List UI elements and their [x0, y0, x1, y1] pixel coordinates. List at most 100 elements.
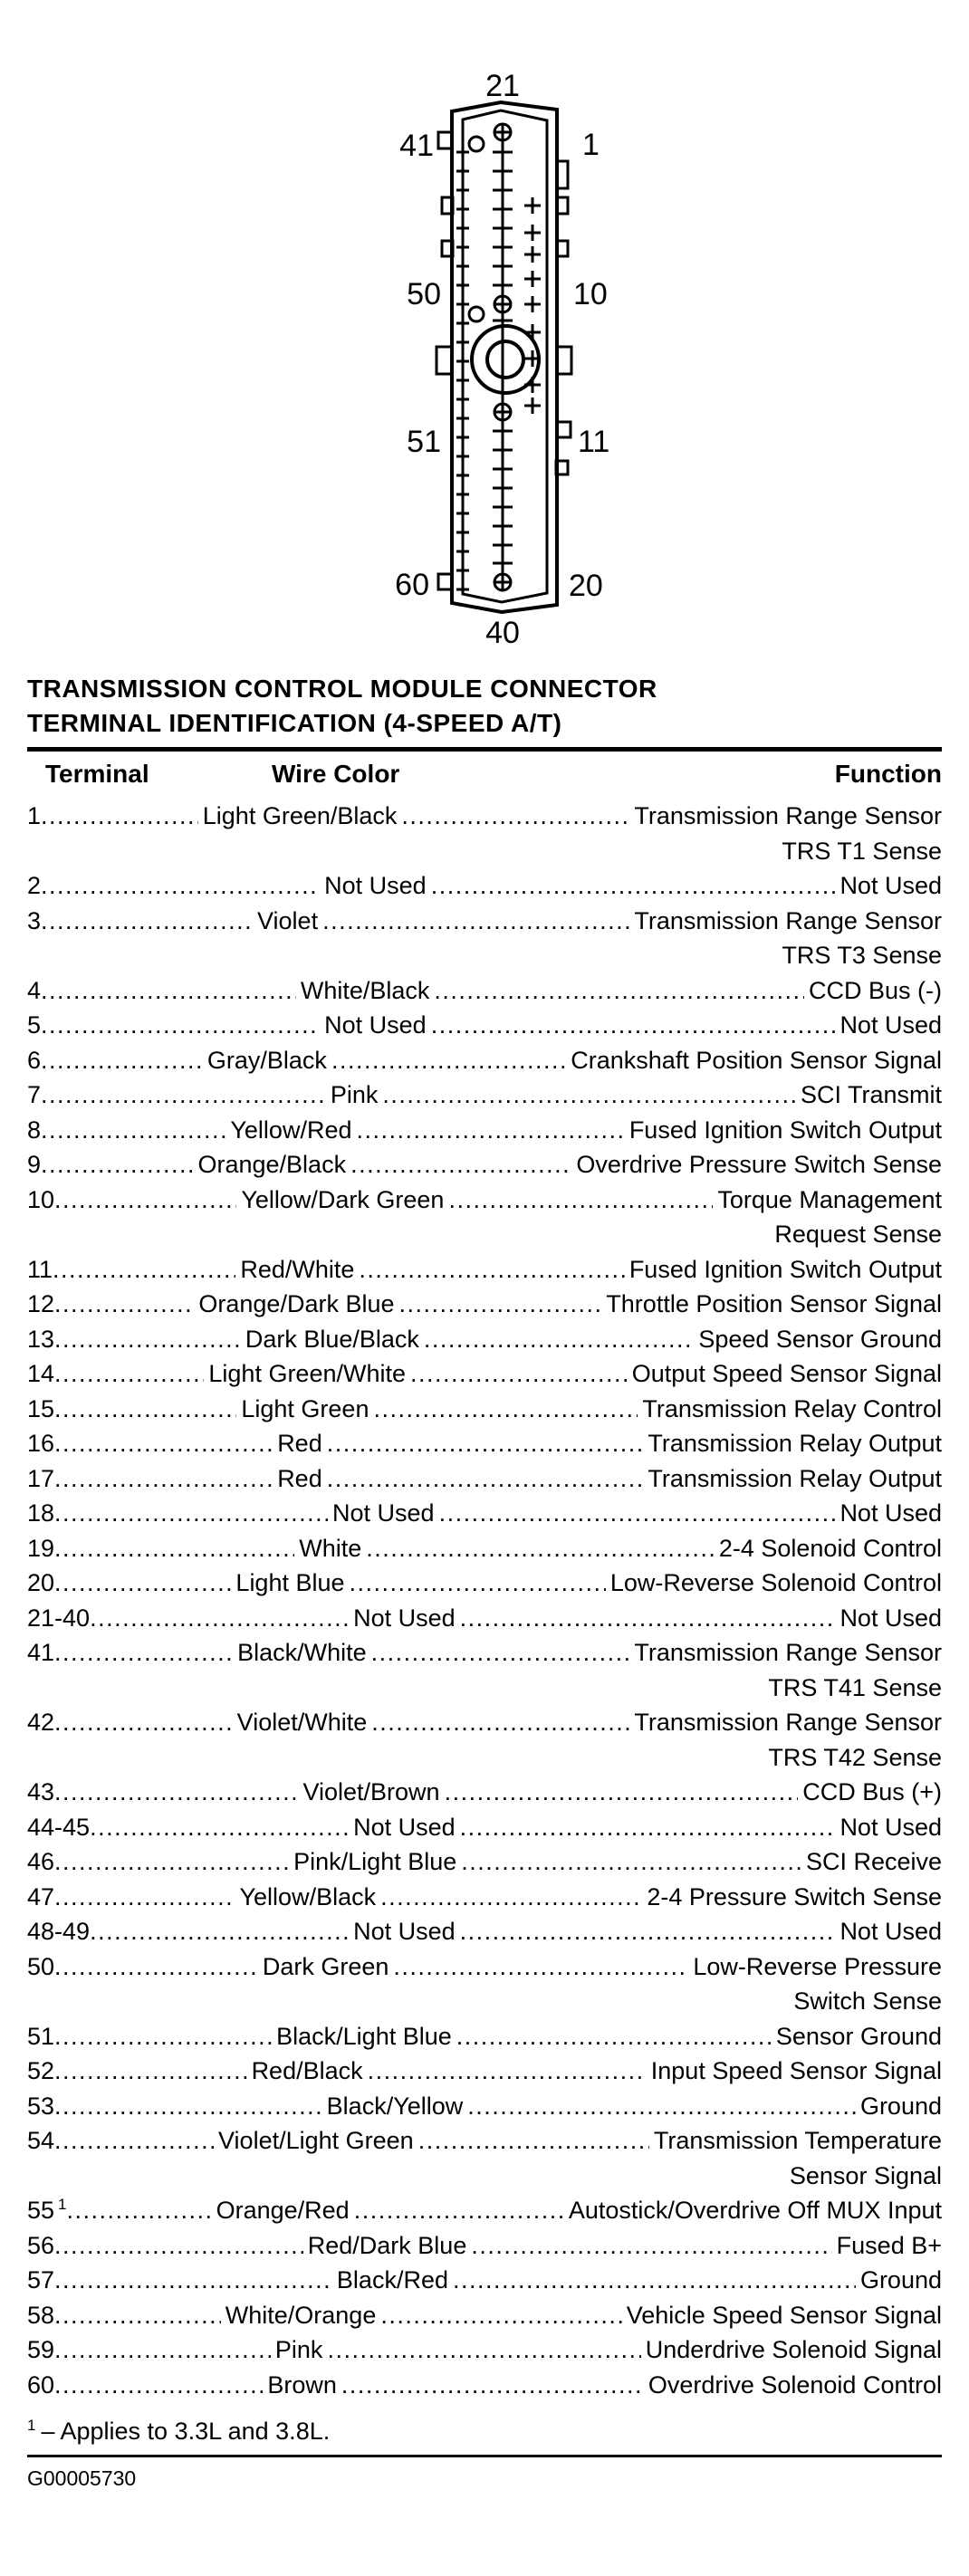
dot-leader: [434, 973, 804, 1009]
terminal-cell: 17: [27, 1464, 55, 1492]
wire-color-cell: Black/White: [237, 1639, 367, 1666]
pin-label-11: 11: [578, 425, 609, 459]
connector-diagram: 21 41 1 50 10 51 11 60 20 40: [392, 33, 619, 657]
table-row: 2 Not Used Not Used: [27, 868, 942, 904]
table-row: 46 Pink/Light Blue SCI Receive: [27, 1844, 942, 1880]
dot-leader: [41, 973, 296, 1009]
table-row: 7 Pink SCI Transmit: [27, 1077, 942, 1113]
wire-color-cell: Red: [277, 1464, 322, 1492]
terminal-cell: 51: [27, 2022, 55, 2050]
wire-color-cell: Dark Blue/Black: [245, 1325, 419, 1353]
terminal-cell: 20: [27, 1569, 55, 1596]
dot-leader: [54, 2298, 221, 2333]
terminal-cell: 50: [27, 1952, 55, 1980]
terminal-cell: 16: [27, 1430, 55, 1457]
function-cell: Input Speed Sensor Signal: [650, 2057, 942, 2084]
terminal-cell: 48-49: [27, 1918, 91, 1945]
table-row: 12 Orange/Dark Blue Throttle Position Sens…: [27, 1287, 942, 1322]
terminal-table: 1 Light Green/Black Transmission Range Sen…: [27, 799, 942, 2402]
function-cell: SCI Receive: [805, 1848, 942, 1875]
dot-leader: [53, 1252, 235, 1288]
dot-leader: [54, 2054, 247, 2089]
wire-color-cell: Violet/Brown: [302, 1778, 440, 1805]
terminal-cell: 6: [27, 1046, 42, 1074]
function-cell: SCI Transmit: [800, 1081, 942, 1108]
wire-color-cell: Orange/Black: [197, 1151, 347, 1178]
terminal-cell: 58: [27, 2301, 55, 2329]
wire-color-cell: Black/Light Blue: [276, 2022, 452, 2050]
terminal-cell: 7: [27, 1081, 42, 1108]
wire-color-cell: Violet: [257, 906, 319, 934]
table-row: 3 Violet Transmission Range Sensor: [27, 904, 942, 939]
title-line-1: TRANSMISSION CONTROL MODULE CONNECTOR: [27, 675, 657, 703]
function-cell: Autostick/Overdrive Off MUX Input: [568, 2197, 942, 2224]
table-row: 17 Red Transmission Relay Output: [27, 1461, 942, 1497]
connector-outline-inner: [461, 109, 549, 604]
dot-leader: [382, 1077, 796, 1113]
wire-color-cell: Light Blue: [235, 1569, 345, 1596]
dot-leader: [41, 799, 198, 834]
function-cell: CCD Bus (+): [802, 1778, 942, 1805]
function-cell: Transmission Range Sensor: [634, 1639, 942, 1666]
wire-color-cell: Red/White: [240, 1255, 355, 1283]
dot-leader: [54, 2263, 332, 2298]
dot-leader: [393, 1949, 688, 1985]
table-row: 60 Brown Overdrive Solenoid Control: [27, 2368, 942, 2403]
wire-color-cell: Not Used: [324, 872, 427, 899]
dot-leader: [456, 2019, 772, 2054]
terminal-cell: 60: [27, 2370, 55, 2399]
wire-color-cell: Red: [277, 1430, 322, 1457]
wire-color-cell: Red/Dark Blue: [307, 2231, 467, 2259]
terminal-cell: 55 1: [27, 2196, 67, 2224]
function-cell: Transmission Relay Output: [648, 1464, 942, 1492]
table-row: 551 Orange/Red Autostick/Overdrive Off MUX…: [27, 2193, 942, 2228]
table-row: 50 Dark Green Low-Reverse Pressure: [27, 1949, 942, 1985]
terminal-cell: 15: [27, 1394, 55, 1422]
function-cell: Not Used: [839, 1813, 942, 1841]
page-title: TRANSMISSION CONTROL MODULE CONNECTOR TE…: [27, 672, 942, 741]
dot-leader: [54, 1844, 289, 1880]
dot-leader: [399, 1287, 602, 1322]
terminal-cell: 59: [27, 2336, 55, 2363]
dot-leader: [54, 1356, 204, 1392]
dot-leader: [54, 2019, 272, 2054]
dot-leader: [461, 1844, 801, 1880]
dot-leader: [41, 1077, 326, 1113]
terminal-cell: 5: [27, 1011, 42, 1039]
wire-color-cell: Pink/Light Blue: [293, 1848, 457, 1875]
index-hole: [467, 135, 485, 153]
function-cell: Crankshaft Position Sensor Signal: [571, 1046, 942, 1074]
function-cell: Overdrive Solenoid Control: [648, 2370, 942, 2399]
table-row: 11 Red/White Fused Ignition Switch Output: [27, 1252, 942, 1288]
terminal-cell: 10: [27, 1185, 55, 1213]
dot-leader: [54, 1392, 236, 1427]
header-divider: [27, 747, 942, 752]
dot-leader: [41, 904, 253, 939]
terminal-cell: 57: [27, 2266, 55, 2294]
connector-outline-outer: [450, 100, 559, 615]
dot-leader: [90, 1810, 349, 1845]
table-row: 59 Pink Underdrive Solenoid Signal: [27, 2332, 942, 2368]
function-cell: Not Used: [839, 1604, 942, 1632]
dot-leader: [54, 2332, 271, 2368]
dot-leader: [431, 868, 836, 904]
dot-leader: [448, 1183, 713, 1218]
table-row: 16 Red Transmission Relay Output: [27, 1426, 942, 1461]
pin-label-60: 60: [395, 568, 429, 602]
function-cell: Transmission Range Sensor: [634, 802, 942, 829]
wire-color-cell: Light Green: [241, 1394, 369, 1422]
table-row: 42 Violet/White Transmission Range Sensor: [27, 1705, 942, 1740]
function-cell: Throttle Position Sensor Signal: [606, 1290, 942, 1317]
dot-leader: [424, 1322, 694, 1357]
function-cell: Low-Reverse Pressure: [693, 1952, 942, 1980]
function-continuation: TRS T1 Sense: [782, 837, 942, 865]
dot-leader: [453, 2263, 856, 2298]
dot-leader: [366, 1531, 715, 1566]
function-continuation: Request Sense: [774, 1221, 942, 1248]
center-pin-rail: [493, 125, 513, 589]
wire-color-cell: Black/Yellow: [326, 2092, 464, 2120]
wire-color-cell: Pink: [330, 1081, 379, 1108]
table-row: 52 Red/Black Input Speed Sensor Signal: [27, 2054, 942, 2089]
wire-color-cell: Brown: [267, 2370, 337, 2399]
wire-color-cell: Light Green/Black: [202, 802, 398, 829]
